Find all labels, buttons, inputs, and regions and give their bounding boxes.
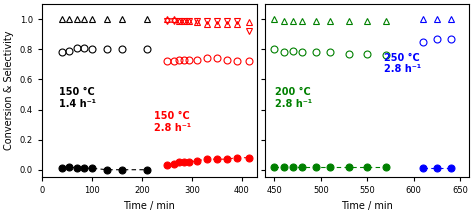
Text: 150 °C
2.8 h⁻¹: 150 °C 2.8 h⁻¹ (154, 112, 191, 133)
X-axis label: Time / min: Time / min (341, 201, 393, 211)
Text: 200 °C
2.8 h⁻¹: 200 °C 2.8 h⁻¹ (275, 87, 312, 109)
Text: 250 °C
2.8 h⁻¹: 250 °C 2.8 h⁻¹ (383, 53, 421, 74)
Y-axis label: Conversion & Selectivity: Conversion & Selectivity (4, 31, 14, 150)
Text: 150 °C
1.4 h⁻¹: 150 °C 1.4 h⁻¹ (59, 87, 96, 109)
X-axis label: Time / min: Time / min (124, 201, 175, 211)
